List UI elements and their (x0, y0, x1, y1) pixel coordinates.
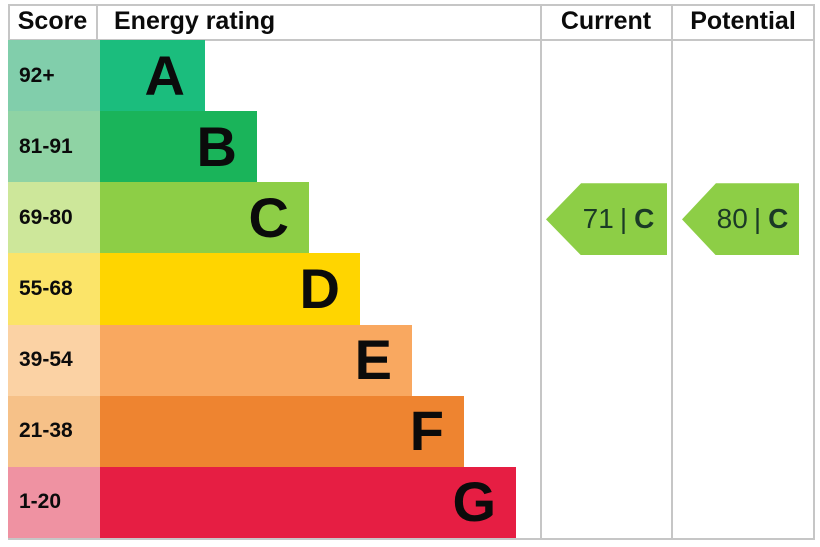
band-score-range: 92+ (19, 63, 55, 87)
potential-column-header: Potential (690, 7, 796, 35)
table-top-border (8, 4, 815, 6)
band-score-range: 81-91 (19, 134, 73, 158)
epc-band-row-d: 55-68 D (0, 253, 820, 325)
current-column-header: Current (560, 7, 652, 35)
potential-score-value: 80 (716, 203, 748, 235)
potential-rating-text: 80 | C (693, 203, 789, 235)
band-letter: G (452, 470, 496, 534)
band-score-cell: 81-91 (8, 111, 100, 183)
potential-separator: | (753, 203, 762, 235)
epc-band-row-g: 1-20 G (0, 466, 820, 538)
band-score-range: 21-38 (19, 419, 73, 443)
epc-band-row-b: 81-91 B (0, 111, 820, 183)
band-score-cell: 21-38 (8, 395, 100, 467)
band-score-range: 55-68 (19, 276, 73, 300)
band-letter: B (196, 114, 237, 178)
epc-band-row-e: 39-54 E (0, 324, 820, 396)
band-score-range: 1-20 (19, 490, 62, 514)
band-bar-c: C (100, 182, 309, 254)
current-score-value: 71 (582, 203, 614, 235)
band-letter: C (248, 185, 289, 249)
band-score-cell: 55-68 (8, 253, 100, 325)
epc-band-row-c: 69-80 C (0, 182, 820, 254)
band-score-cell: 92+ (8, 40, 100, 112)
band-score-range: 69-80 (19, 205, 73, 229)
band-score-cell: 39-54 (8, 324, 100, 396)
band-letter: F (409, 399, 444, 463)
band-letter: A (144, 43, 185, 107)
score-header-left-border (8, 4, 10, 41)
band-bar-e: E (100, 324, 412, 396)
epc-band-row-a: 92+ A (0, 40, 820, 112)
epc-band-row-f: 21-38 F (0, 395, 820, 467)
current-column-left-border (540, 4, 542, 540)
band-score-cell: 69-80 (8, 182, 100, 254)
energy-rating-column-header: Energy rating (114, 7, 276, 35)
band-bar-g: G (100, 466, 516, 538)
potential-column-left-border (671, 4, 673, 540)
band-bar-b: B (100, 111, 257, 183)
current-rating-letter: C (634, 203, 655, 235)
band-score-range: 39-54 (19, 348, 73, 372)
current-rating-text: 71 | C (559, 203, 655, 235)
table-bottom-border (8, 538, 815, 540)
current-separator: | (619, 203, 628, 235)
potential-rating-letter: C (768, 203, 789, 235)
band-letter: D (299, 256, 340, 320)
band-bar-a: A (100, 40, 205, 112)
band-letter: E (354, 328, 392, 392)
score-energy-divider (96, 4, 98, 41)
band-score-cell: 1-20 (8, 466, 100, 538)
band-bar-f: F (100, 395, 464, 467)
header-bottom-border (8, 39, 815, 41)
band-bar-d: D (100, 253, 360, 325)
table-right-border (813, 4, 815, 540)
score-column-header: Score (17, 7, 88, 35)
